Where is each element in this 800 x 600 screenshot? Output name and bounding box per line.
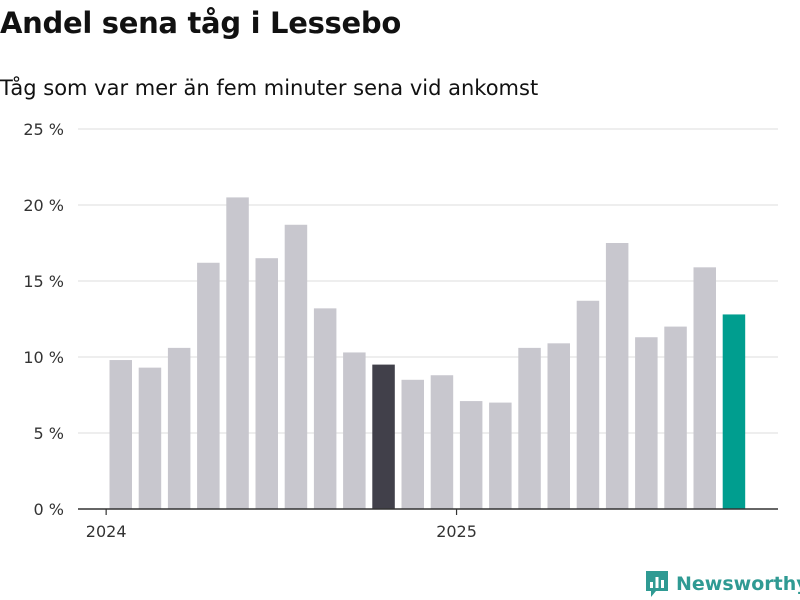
y-tick-label: 10 % [23, 348, 64, 367]
y-tick-label: 0 % [34, 500, 64, 519]
bar [489, 402, 512, 509]
bar [226, 197, 249, 509]
bar [664, 326, 687, 509]
y-tick-label: 20 % [23, 196, 64, 215]
bar [576, 300, 600, 509]
bar [109, 360, 132, 509]
y-tick-label: 5 % [34, 424, 64, 443]
bar [167, 347, 191, 509]
bar [313, 308, 337, 509]
y-tick-label: 25 % [23, 120, 64, 139]
newsworthy-logo: Newsworthy [644, 569, 800, 599]
bar [722, 314, 746, 509]
chart-subtitle: Tåg som var mer än fem minuter sena vid … [0, 76, 539, 100]
bar [138, 367, 162, 509]
bar [372, 364, 395, 509]
bar [284, 224, 308, 509]
bar [430, 375, 454, 509]
chart-title: Andel sena tåg i Lessebo [0, 6, 401, 40]
bar [343, 352, 366, 509]
bar [459, 401, 483, 509]
bar [197, 262, 220, 509]
bar [255, 258, 278, 509]
bar [635, 337, 658, 509]
bar [605, 243, 629, 509]
bar [547, 343, 570, 509]
y-tick-label: 15 % [23, 272, 64, 291]
bar [401, 379, 424, 509]
x-tick-label: 2024 [86, 522, 127, 541]
brand-name: Newsworthy [676, 573, 800, 595]
bar [518, 347, 541, 509]
x-tick-label: 2025 [436, 522, 477, 541]
bar [693, 267, 716, 509]
newsworthy-logo-icon [646, 571, 668, 597]
